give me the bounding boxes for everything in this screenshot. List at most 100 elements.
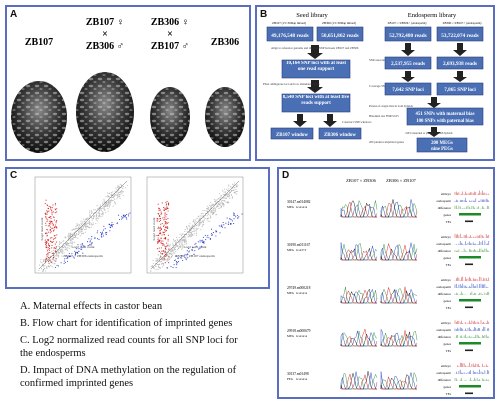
scatter-point: [162, 231, 164, 233]
scatter-point: [218, 207, 220, 209]
scatter-point: [88, 220, 90, 222]
scatter-point: [193, 253, 195, 255]
svg-text:nine PEGs: nine PEGs: [431, 147, 453, 152]
scatter-point: [73, 232, 75, 234]
scatter-point: [44, 260, 46, 263]
scatter-point: [166, 227, 168, 229]
scatter-point: [222, 202, 224, 204]
scatter-point: [166, 259, 168, 261]
track-label: difference: [438, 378, 452, 382]
svg-text:200 MEGs: 200 MEGs: [431, 141, 453, 146]
scatter-point: [163, 231, 165, 233]
scatter-point: [89, 240, 91, 242]
scatter-point: [75, 233, 77, 235]
scatter-point: [108, 206, 110, 208]
scatter-point: [217, 197, 220, 199]
scatter-point: [184, 230, 186, 233]
scatter-point: [74, 230, 77, 233]
scatter-point: [169, 250, 172, 252]
scatter-point: [180, 246, 182, 248]
scatter-point: [234, 214, 236, 216]
scatter-point: [201, 215, 203, 217]
scatter-point: [44, 241, 46, 243]
scatter-point: [163, 259, 165, 261]
scatter-point: [98, 211, 100, 213]
scatter-point: [200, 229, 202, 231]
scatter-point: [224, 188, 226, 190]
scatter-point: [195, 227, 197, 229]
scatter-point: [167, 258, 169, 260]
scatter-right-xlabel: Log2 read count: [184, 245, 207, 249]
scatter-point: [218, 225, 220, 227]
svg-text:49,176,548 reads: 49,176,548 reads: [271, 33, 308, 39]
scatter-point: [51, 266, 53, 268]
scatter-point: [170, 244, 172, 246]
scatter-point: [45, 224, 47, 226]
scatter-point: [181, 254, 183, 257]
scatter-point: [52, 230, 55, 232]
scatter-left-xlabel: Log2 read count: [72, 245, 95, 249]
scatter-point: [80, 223, 82, 225]
scatter-point: [187, 253, 189, 255]
scatter-point: [85, 225, 87, 227]
scatter-point: [57, 255, 59, 257]
scatter-point: [199, 239, 201, 241]
scatter-point: [163, 251, 165, 253]
gene-id: 30147.m014082: [287, 200, 311, 204]
scatter-point: [165, 204, 167, 206]
scatter-point: [204, 214, 207, 217]
scatter-point: [221, 204, 224, 206]
scatter-point: [167, 243, 169, 245]
scatter-point: [90, 244, 92, 246]
seed-label-1-top: ZB107: [25, 37, 53, 48]
scatter-right: ZB306 × ZB107 endosperm Log2 read count …: [146, 176, 244, 274]
track-label: embryo: [441, 192, 451, 196]
scatter-point: [162, 225, 165, 227]
scatter-point: [236, 190, 238, 193]
box-endo-snp-1: 7,642 SNP loci: [384, 82, 432, 96]
scatter-point: [228, 184, 230, 186]
scatter-point: [114, 203, 116, 205]
scatter-point: [225, 198, 227, 200]
scatter-point: [46, 232, 48, 234]
scatter-point: [180, 241, 182, 243]
scatter-point: [151, 266, 153, 268]
scatter-point: [220, 199, 222, 201]
scatter-point: [173, 249, 175, 251]
scatter-point: [209, 214, 211, 216]
scatter-point: [188, 250, 190, 252]
scatter-point: [160, 252, 162, 254]
svg-text:52,792,480 reads: 52,792,480 reads: [389, 33, 426, 39]
scatter-point: [52, 204, 54, 206]
scatter-point: [60, 241, 62, 243]
scatter-point: [172, 250, 174, 252]
scatter-point: [166, 242, 168, 244]
scatter-point: [96, 213, 98, 215]
scatter-point: [201, 221, 203, 223]
scatter-point: [163, 219, 165, 221]
scatter-point: [107, 203, 109, 205]
scatter-point: [63, 247, 65, 249]
scatter-point: [46, 218, 48, 220]
scatter-point: [56, 219, 58, 222]
scatter-point: [171, 249, 173, 251]
scatter-point: [168, 245, 170, 247]
scatter-point: [85, 223, 87, 225]
scatter-point: [202, 210, 204, 212]
scatter-point: [74, 235, 77, 237]
scatter-point: [233, 218, 235, 220]
scatter-point: [182, 239, 184, 241]
scatter-point: [241, 213, 243, 215]
scatter-point: [166, 203, 168, 205]
scatter-point: [168, 262, 170, 264]
scatter-point: [172, 238, 174, 240]
scatter-point: [40, 259, 42, 261]
scatter-point: [54, 226, 56, 228]
scatter-point: [42, 259, 44, 261]
scatter-point: [90, 223, 92, 225]
svg-text:ZB107 window: ZB107 window: [276, 133, 308, 138]
track-label: TEs: [446, 220, 452, 224]
scatter-point: [193, 233, 195, 235]
scatter-point: [122, 194, 124, 196]
scatter-point: [107, 192, 109, 194]
